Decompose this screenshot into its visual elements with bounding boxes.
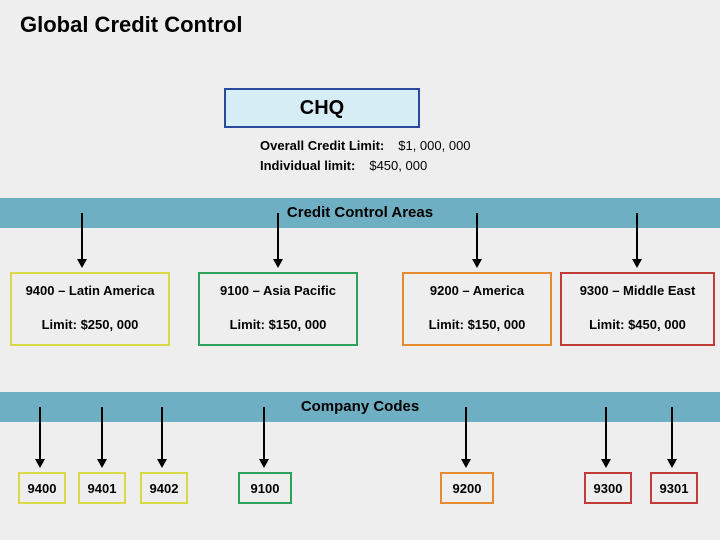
arrow-head-icon bbox=[667, 459, 677, 468]
credit-area-name: 9200 – America bbox=[404, 274, 550, 308]
arrow-line bbox=[476, 213, 478, 264]
individual-limit-value: $450, 000 bbox=[369, 158, 427, 173]
individual-limit-label: Individual limit: bbox=[260, 158, 355, 173]
credit-area-name: 9400 – Latin America bbox=[12, 274, 168, 308]
company-codes-band: Company Codes bbox=[0, 392, 720, 422]
arrow-head-icon bbox=[273, 259, 283, 268]
overall-limit-value: $1, 000, 000 bbox=[398, 138, 470, 153]
arrow-head-icon bbox=[601, 459, 611, 468]
arrow-head-icon bbox=[632, 259, 642, 268]
company-code-9100: 9100 bbox=[238, 472, 292, 504]
arrow-line bbox=[81, 213, 83, 264]
credit-area-2: 9200 – AmericaLimit: $150, 000 bbox=[402, 272, 552, 346]
credit-area-3: 9300 – Middle EastLimit: $450, 000 bbox=[560, 272, 715, 346]
individual-limit-row: Individual limit: $450, 000 bbox=[260, 158, 427, 173]
arrow-head-icon bbox=[157, 459, 167, 468]
arrow-line bbox=[671, 407, 673, 464]
chq-label: CHQ bbox=[300, 97, 344, 119]
credit-area-limit: Limit: $150, 000 bbox=[200, 308, 356, 342]
arrow-line bbox=[277, 213, 279, 264]
credit-area-1: 9100 – Asia PacificLimit: $150, 000 bbox=[198, 272, 358, 346]
credit-area-limit: Limit: $450, 000 bbox=[562, 308, 713, 342]
company-code-9301: 9301 bbox=[650, 472, 698, 504]
credit-control-areas-band: Credit Control Areas bbox=[0, 198, 720, 228]
page-title: Global Credit Control bbox=[20, 12, 242, 38]
credit-area-0: 9400 – Latin AmericaLimit: $250, 000 bbox=[10, 272, 170, 346]
company-code-9402: 9402 bbox=[140, 472, 188, 504]
arrow-head-icon bbox=[461, 459, 471, 468]
arrow-line bbox=[465, 407, 467, 464]
company-code-9400: 9400 bbox=[18, 472, 66, 504]
arrow-head-icon bbox=[97, 459, 107, 468]
credit-area-limit: Limit: $250, 000 bbox=[12, 308, 168, 342]
credit-area-name: 9100 – Asia Pacific bbox=[200, 274, 356, 308]
overall-limit-row: Overall Credit Limit: $1, 000, 000 bbox=[260, 138, 471, 153]
arrow-head-icon bbox=[77, 259, 87, 268]
arrow-head-icon bbox=[472, 259, 482, 268]
credit-area-limit: Limit: $150, 000 bbox=[404, 308, 550, 342]
company-code-9401: 9401 bbox=[78, 472, 126, 504]
overall-limit-label: Overall Credit Limit: bbox=[260, 138, 384, 153]
chq-box: CHQ bbox=[224, 88, 420, 128]
arrow-line bbox=[161, 407, 163, 464]
company-code-9200: 9200 bbox=[440, 472, 494, 504]
arrow-line bbox=[39, 407, 41, 464]
arrow-head-icon bbox=[35, 459, 45, 468]
company-code-9300: 9300 bbox=[584, 472, 632, 504]
credit-area-name: 9300 – Middle East bbox=[562, 274, 713, 308]
arrow-line bbox=[101, 407, 103, 464]
arrow-line bbox=[263, 407, 265, 464]
arrow-head-icon bbox=[259, 459, 269, 468]
arrow-line bbox=[605, 407, 607, 464]
arrow-line bbox=[636, 213, 638, 264]
